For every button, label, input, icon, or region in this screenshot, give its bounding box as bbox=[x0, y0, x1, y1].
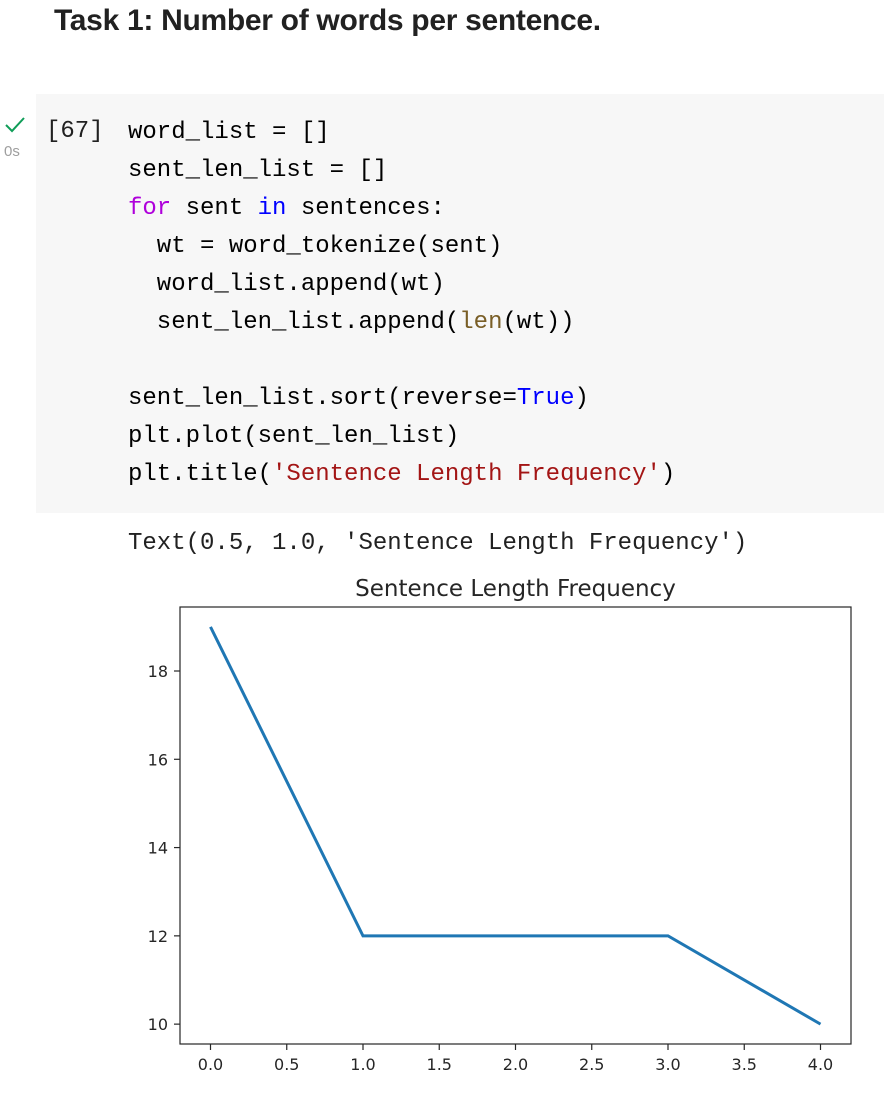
output-text: Text(0.5, 1.0, 'Sentence Length Frequenc… bbox=[128, 530, 748, 557]
y-tick-label: 14 bbox=[148, 839, 168, 858]
code-editor[interactable]: word_list = [] sent_len_list = [] for sent… bbox=[128, 114, 675, 494]
code-token: sentences: bbox=[286, 195, 445, 222]
code-token: for bbox=[128, 195, 172, 222]
y-tick-label: 12 bbox=[148, 927, 168, 946]
code-token: len bbox=[459, 309, 503, 336]
code-line bbox=[128, 342, 675, 380]
code-line: plt.plot(sent_len_list) bbox=[128, 418, 675, 456]
x-tick-label: 0.5 bbox=[274, 1055, 299, 1074]
code-cell[interactable] bbox=[36, 94, 884, 513]
line-chart: Sentence Length Frequency 0.0 0.5 1.0 1.5 2.… bbox=[148, 576, 852, 1074]
code-line: sent_len_list.append(len(wt)) bbox=[128, 304, 675, 342]
code-token: word_list.append(wt) bbox=[128, 271, 445, 298]
series-line bbox=[209, 626, 822, 1026]
code-token: in bbox=[257, 195, 287, 222]
code-token: 'Sentence Length Frequency' bbox=[272, 461, 661, 488]
x-tick-label: 0.0 bbox=[198, 1055, 223, 1074]
x-tick-label: 1.0 bbox=[350, 1055, 375, 1074]
x-tick-label: 4.0 bbox=[808, 1055, 833, 1074]
y-tick-label: 10 bbox=[148, 1015, 168, 1034]
code-line: wt = word_tokenize(sent) bbox=[128, 228, 675, 266]
code-line: sent_len_list = [] bbox=[128, 152, 675, 190]
code-token: True bbox=[516, 385, 575, 412]
execution-count: [67] bbox=[46, 118, 104, 145]
x-tick-label: 1.5 bbox=[427, 1055, 452, 1074]
x-tick-label: 3.5 bbox=[732, 1055, 757, 1074]
code-token: ) bbox=[660, 461, 676, 488]
check-icon bbox=[5, 117, 25, 133]
code-token: sent_len_list = [] bbox=[128, 157, 388, 184]
code-token: plt.title( bbox=[128, 461, 273, 488]
x-tick-label: 2.5 bbox=[579, 1055, 604, 1074]
code-token: plt.plot(sent_len_list) bbox=[128, 423, 460, 450]
x-axis: 0.0 0.5 1.0 1.5 2.0 2.5 3.0 3.5 4.0 bbox=[198, 1044, 833, 1074]
y-tick-label: 18 bbox=[148, 662, 168, 681]
code-line: plt.title('Sentence Length Frequency') bbox=[128, 456, 675, 494]
code-token: (wt)) bbox=[502, 309, 575, 336]
x-tick-label: 3.0 bbox=[655, 1055, 680, 1074]
run-time: 0s bbox=[4, 143, 20, 160]
code-line: word_list = [] bbox=[128, 114, 675, 152]
y-axis: 10 12 14 16 18 bbox=[148, 662, 180, 1034]
code-line: for sent in sentences: bbox=[128, 190, 675, 228]
chart-title: Sentence Length Frequency bbox=[355, 576, 676, 602]
plot-frame bbox=[179, 606, 852, 1045]
code-token: wt = word_tokenize(sent) bbox=[128, 233, 503, 260]
code-line: word_list.append(wt) bbox=[128, 266, 675, 304]
code-token: sent bbox=[171, 195, 258, 222]
y-tick-label: 16 bbox=[148, 750, 168, 769]
code-token: word_list = [] bbox=[128, 119, 330, 146]
code-token: sent_len_list.append( bbox=[128, 309, 460, 336]
code-token: ) bbox=[574, 385, 589, 412]
code-line: sent_len_list.sort(reverse=True) bbox=[128, 380, 675, 418]
code-token: sent_len_list.sort(reverse= bbox=[128, 385, 517, 412]
x-tick-label: 2.0 bbox=[503, 1055, 528, 1074]
task-heading: Task 1: Number of words per sentence. bbox=[54, 4, 601, 37]
